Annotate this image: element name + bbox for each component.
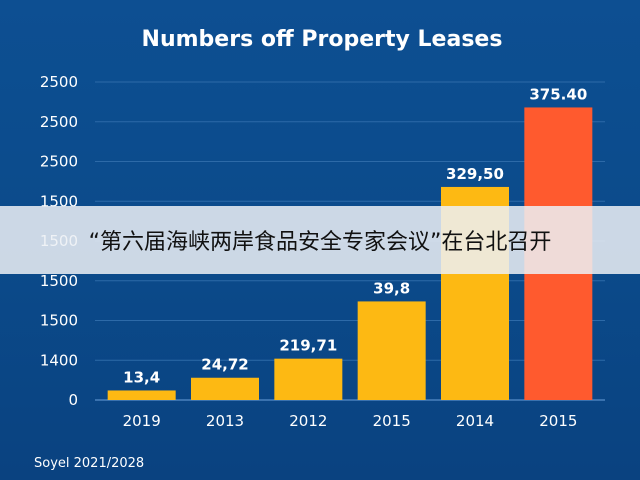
x-axis-ticks: 2019 2013 2012 2015 2014 2015 xyxy=(123,412,578,430)
y-tick-label: 1500 xyxy=(40,312,78,330)
x-tick-label: 2019 xyxy=(123,412,161,430)
banner-text: “第六届海峡两岸食品安全专家会议”在台北召开 xyxy=(88,230,552,255)
bar-1 xyxy=(107,390,176,400)
chart-title: Numbers off Property Leases xyxy=(142,27,503,52)
y-tick-label: 1400 xyxy=(40,351,78,369)
x-tick-label: 2015 xyxy=(539,412,577,430)
data-label: 39,8 xyxy=(373,279,410,297)
y-tick-label: 1500 xyxy=(40,192,78,210)
x-tick-label: 2012 xyxy=(289,412,327,430)
data-label: 13,4 xyxy=(123,368,160,386)
data-labels: 13,4 24,72 219,71 39,8 329,50 375.40 xyxy=(123,85,587,386)
y-tick-label: 2500 xyxy=(40,73,78,91)
data-label: 375.40 xyxy=(529,85,587,103)
y-tick-label: 0 xyxy=(68,391,78,409)
y-tick-label: 2500 xyxy=(40,113,78,131)
y-tick-label: 2500 xyxy=(40,153,78,171)
x-tick-label: 2015 xyxy=(373,412,411,430)
data-label: 24,72 xyxy=(201,356,248,374)
data-label: 219,71 xyxy=(279,337,337,355)
y-tick-label: 1500 xyxy=(40,272,78,290)
source-note: Soyel 2021/2028 xyxy=(34,456,145,471)
grid-lines xyxy=(95,81,605,401)
x-tick-label: 2014 xyxy=(456,412,494,430)
data-label: 329,50 xyxy=(446,165,504,183)
bar-3 xyxy=(274,358,343,400)
x-tick-label: 2013 xyxy=(206,412,244,430)
bar-2 xyxy=(191,377,259,400)
y-axis-ticks: 250025002500150015001500150014000 xyxy=(40,73,78,409)
caption-banner: “第六届海峡两岸食品安全专家会议”在台北召开 xyxy=(0,206,640,274)
bar-4 xyxy=(357,301,426,400)
